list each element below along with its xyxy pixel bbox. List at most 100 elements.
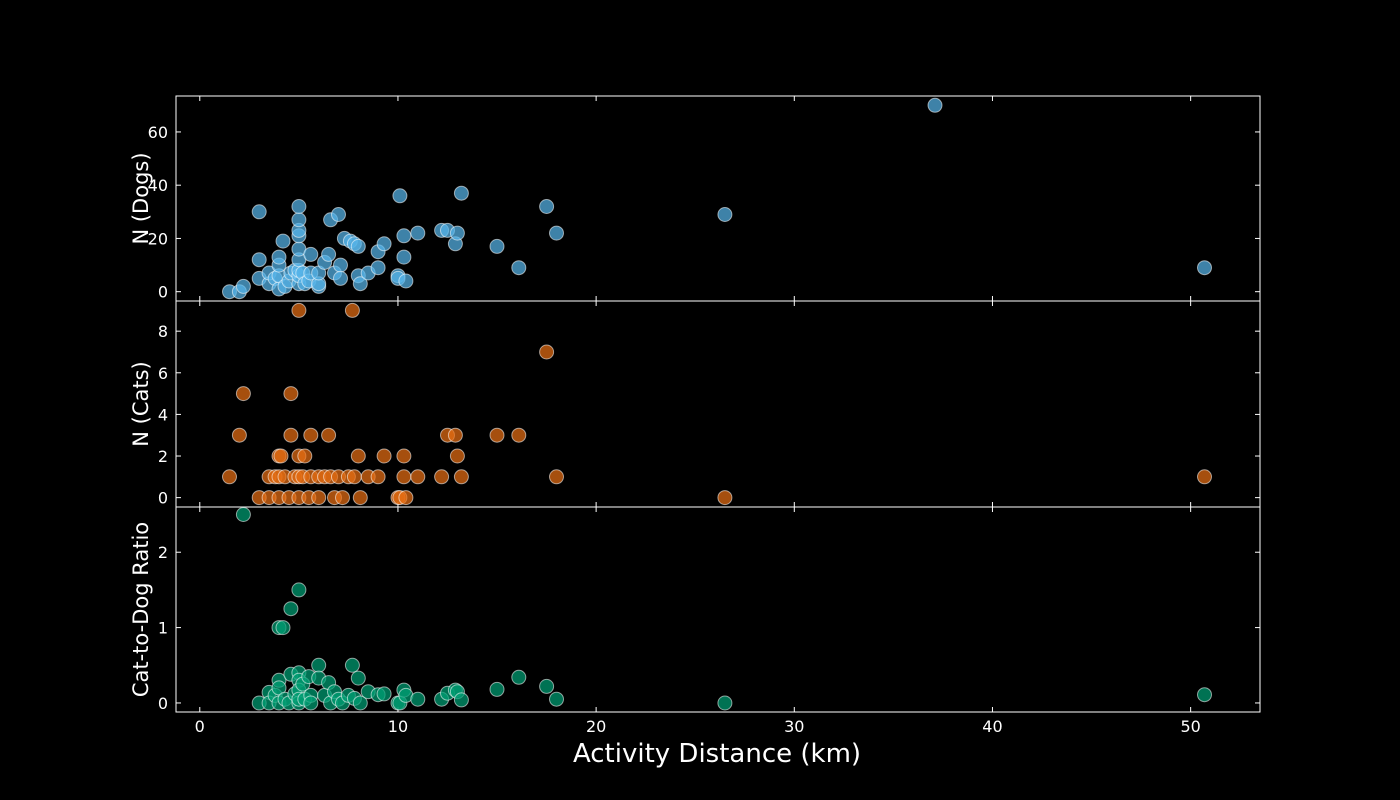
data-point xyxy=(333,270,348,286)
data-point xyxy=(350,238,366,254)
data-point xyxy=(350,448,366,464)
data-point xyxy=(449,225,465,241)
data-point xyxy=(321,246,337,262)
data-point xyxy=(511,669,527,685)
x-tick-label: 30 xyxy=(784,717,804,736)
data-point xyxy=(346,469,362,485)
data-point xyxy=(352,695,368,711)
data-point xyxy=(398,490,414,506)
data-point xyxy=(396,448,412,464)
data-point xyxy=(344,657,360,673)
data-point xyxy=(297,448,313,464)
data-point xyxy=(331,207,346,222)
data-point xyxy=(231,427,247,443)
data-point xyxy=(283,601,299,617)
data-point xyxy=(283,386,299,402)
data-point xyxy=(370,260,386,276)
data-point xyxy=(453,469,469,485)
panel-frame xyxy=(175,506,1261,713)
y-tick-label: 2 xyxy=(158,543,168,562)
data-point xyxy=(275,620,291,636)
data-point xyxy=(370,469,386,485)
data-point xyxy=(235,278,251,294)
panels-layer: 0 20 40 60 N (Dogs) 0 2 4 6 8 N (Cats) 0 1 2 Cat-to-Do… xyxy=(129,95,1261,736)
data-point xyxy=(549,691,564,707)
data-point xyxy=(410,469,426,485)
data-point xyxy=(398,273,414,289)
data-point xyxy=(376,236,392,252)
data-point xyxy=(511,427,527,443)
data-point xyxy=(251,204,267,220)
points-group xyxy=(222,302,1212,506)
y-tick-label: 4 xyxy=(158,405,168,424)
data-point xyxy=(410,691,426,707)
y-tick-label: 0 xyxy=(158,283,168,302)
data-point xyxy=(376,686,392,702)
data-point xyxy=(539,678,555,694)
data-point xyxy=(303,695,319,711)
y-tick-label: 6 xyxy=(158,364,168,383)
panel-2: 0 2 4 6 8 N (Cats) xyxy=(129,300,1261,508)
data-point xyxy=(410,225,426,241)
y-tick-label: 1 xyxy=(158,619,168,638)
x-tick-label: 0 xyxy=(195,717,205,736)
data-point xyxy=(717,490,733,506)
data-point xyxy=(539,344,555,360)
data-point xyxy=(717,207,733,222)
data-point xyxy=(549,225,564,241)
data-point xyxy=(303,246,319,262)
x-tick-label: 40 xyxy=(982,717,1002,736)
data-point xyxy=(396,249,412,265)
y-axis-label: N (Cats) xyxy=(129,361,153,446)
points-group xyxy=(235,507,1212,711)
y-tick-label: 0 xyxy=(158,694,168,713)
data-point xyxy=(1197,469,1212,485)
data-point xyxy=(396,228,412,244)
data-point xyxy=(539,199,555,214)
data-point xyxy=(453,692,469,708)
y-tick-label: 2 xyxy=(158,447,168,466)
y-tick-label: 40 xyxy=(148,176,168,195)
data-point xyxy=(1197,260,1212,276)
data-point xyxy=(927,97,943,113)
data-point xyxy=(335,490,350,506)
x-axis-label: Activity Distance (km) xyxy=(573,739,861,769)
data-point xyxy=(321,427,337,443)
data-point xyxy=(434,469,450,485)
data-point xyxy=(235,386,251,402)
points-group xyxy=(222,97,1212,300)
data-point xyxy=(447,427,463,443)
data-point xyxy=(453,185,469,201)
y-tick-label: 20 xyxy=(148,229,168,248)
data-point xyxy=(352,276,368,292)
data-point xyxy=(549,469,564,485)
y-tick-label: 60 xyxy=(148,123,168,142)
x-tick-label: 20 xyxy=(586,717,606,736)
data-point xyxy=(291,199,307,214)
data-point xyxy=(489,427,505,443)
x-tick-label: 10 xyxy=(388,717,408,736)
data-point xyxy=(1197,687,1212,703)
data-point xyxy=(311,657,327,673)
data-point xyxy=(283,427,299,443)
data-point xyxy=(344,302,360,318)
data-point xyxy=(303,427,319,443)
y-axis-label: Cat-to-Dog Ratio xyxy=(129,522,153,697)
data-point xyxy=(275,233,291,249)
data-point xyxy=(291,582,307,598)
data-point xyxy=(251,252,267,268)
data-point xyxy=(489,681,505,697)
data-point xyxy=(511,260,527,276)
y-tick-label: 0 xyxy=(158,489,168,508)
data-point xyxy=(350,670,366,686)
panel-1: 0 20 40 60 N (Dogs) xyxy=(129,95,1261,302)
data-point xyxy=(449,448,465,464)
x-tick-label: 50 xyxy=(1180,717,1200,736)
data-point xyxy=(489,238,505,254)
data-point xyxy=(396,469,412,485)
data-point xyxy=(352,490,368,506)
data-point xyxy=(291,302,307,318)
data-point xyxy=(392,188,408,204)
